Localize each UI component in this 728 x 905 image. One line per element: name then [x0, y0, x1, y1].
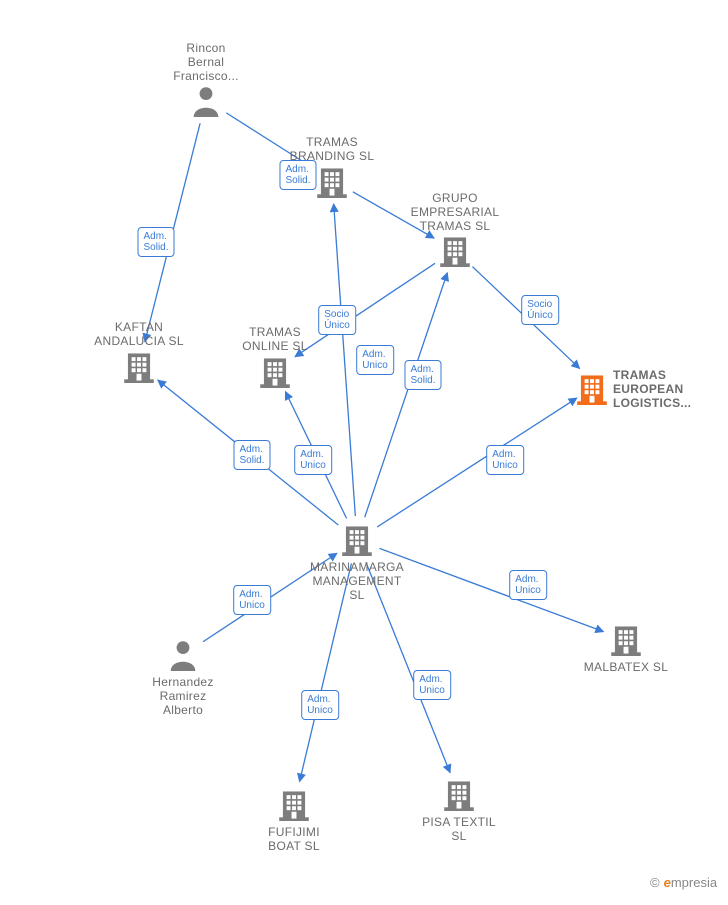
network-diagram: [0, 0, 728, 905]
edge-tramas_brand-grupo: [353, 192, 434, 238]
edge-marinamarga-kaftan: [158, 380, 339, 525]
edge-marinamarga-malbatex: [379, 548, 603, 631]
edge-marinamarga-pisa: [366, 562, 450, 772]
edge-marinamarga-tramas_eu: [377, 398, 577, 527]
edge-rincon-kaftan: [145, 123, 200, 341]
edge-grupo-tramas_onl: [295, 263, 435, 356]
watermark: © empresia: [650, 875, 717, 890]
brand-rest: mpresia: [671, 875, 717, 890]
edge-marinamarga-grupo: [365, 273, 448, 518]
brand-initial: e: [664, 875, 671, 890]
edge-rincon-tramas_brand: [226, 113, 311, 167]
edge-marinamarga-fufijimi: [300, 563, 352, 781]
edge-hernandez-marinamarga: [203, 553, 337, 642]
edge-marinamarga-tramas_onl: [285, 392, 346, 519]
edge-marinamarga-tramas_brand: [334, 204, 356, 516]
copyright-symbol: ©: [650, 875, 660, 890]
edge-grupo-tramas_eu: [472, 267, 579, 369]
